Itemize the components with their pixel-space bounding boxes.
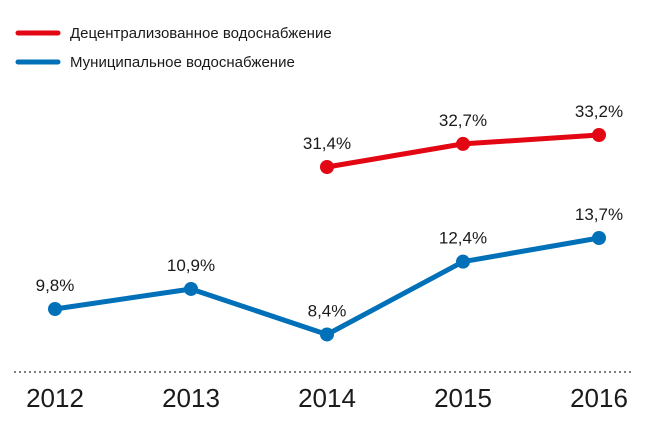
x-axis-ticks: 2012 2013 2014 2015 2016 xyxy=(26,383,628,413)
data-label: 32,7% xyxy=(439,111,487,130)
data-label: 13,7% xyxy=(575,205,623,224)
data-point xyxy=(320,327,334,342)
data-point xyxy=(592,231,606,245)
data-label: 31,4% xyxy=(303,134,351,153)
legend-label: Муниципальное водоснабжение xyxy=(70,54,295,71)
data-point xyxy=(456,136,470,151)
x-tick-label: 2016 xyxy=(570,383,628,413)
data-label: 12,4% xyxy=(439,229,487,248)
data-point xyxy=(48,302,62,316)
x-tick-label: 2012 xyxy=(26,383,84,413)
data-label: 8,4% xyxy=(308,301,347,320)
series-points xyxy=(48,128,606,342)
x-tick-label: 2013 xyxy=(162,383,220,413)
data-point xyxy=(320,160,334,174)
x-tick-label: 2015 xyxy=(434,383,492,413)
legend-label: Децентрализованное водоснабжение xyxy=(70,25,332,42)
data-label: 9,8% xyxy=(36,276,75,295)
legend: Децентрализованное водоснабжение Муниципа… xyxy=(15,25,332,71)
data-point xyxy=(456,254,470,269)
x-tick-label: 2014 xyxy=(298,383,356,413)
data-label: 10,9% xyxy=(167,256,215,275)
data-label: 33,2% xyxy=(575,102,623,121)
data-point xyxy=(592,128,606,142)
data-point xyxy=(184,281,198,296)
data-labels: 31,4% 32,7% 33,2% 9,8% 10,9% 8,4% 12,4% 13,7% xyxy=(36,102,623,320)
